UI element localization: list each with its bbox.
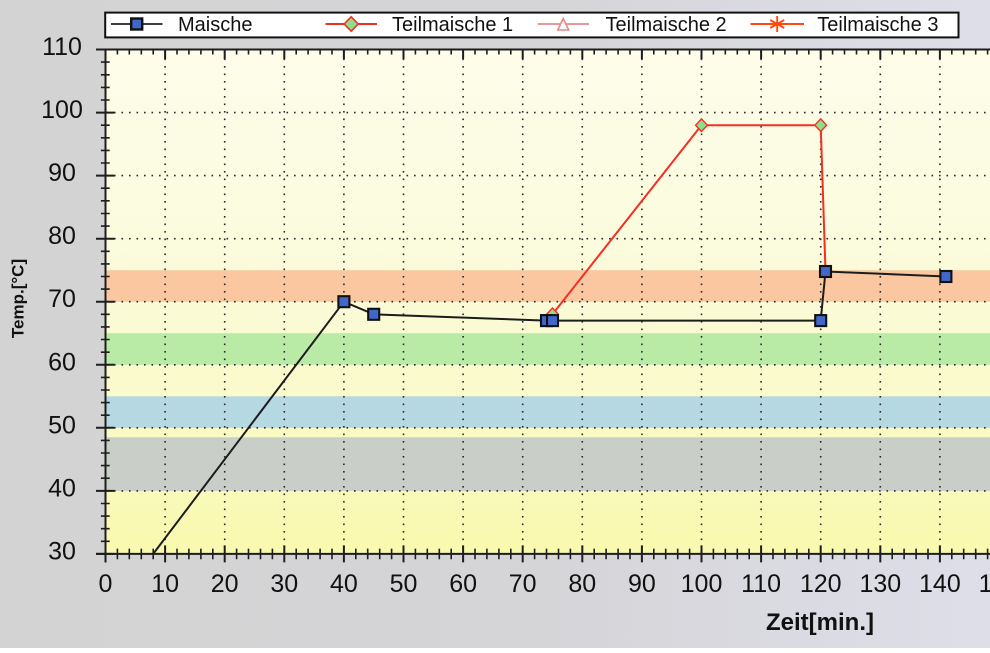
svg-text:70: 70 [509,570,537,598]
svg-text:130: 130 [859,570,901,598]
svg-text:110: 110 [741,570,781,598]
svg-text:100: 100 [41,96,83,124]
svg-text:Zeit[min.]: Zeit[min.] [766,609,874,636]
svg-text:0: 0 [99,570,113,598]
svg-text:50: 50 [48,411,76,439]
svg-text:150: 150 [979,570,990,598]
svg-text:40: 40 [330,570,358,598]
svg-text:110: 110 [42,33,82,61]
svg-text:140: 140 [919,570,961,598]
svg-text:40: 40 [48,474,76,502]
svg-text:80: 80 [48,222,76,250]
svg-text:20: 20 [211,570,239,598]
svg-text:Teilmaische 2: Teilmaische 2 [606,14,727,36]
svg-text:50: 50 [390,570,418,598]
svg-text:70: 70 [48,285,76,313]
svg-text:Maische: Maische [178,14,252,36]
svg-text:90: 90 [48,159,76,187]
svg-text:Temp.[°C]: Temp.[°C] [9,259,28,338]
svg-text:80: 80 [568,570,596,598]
svg-text:90: 90 [628,570,656,598]
svg-text:30: 30 [48,537,76,565]
svg-text:Teilmaische 3: Teilmaische 3 [817,14,938,36]
svg-text:Teilmaische 1: Teilmaische 1 [392,14,513,36]
svg-text:120: 120 [800,570,842,598]
svg-text:60: 60 [48,348,76,376]
svg-text:100: 100 [681,570,723,598]
svg-text:10: 10 [151,570,179,598]
svg-text:30: 30 [270,570,298,598]
svg-text:60: 60 [449,570,477,598]
